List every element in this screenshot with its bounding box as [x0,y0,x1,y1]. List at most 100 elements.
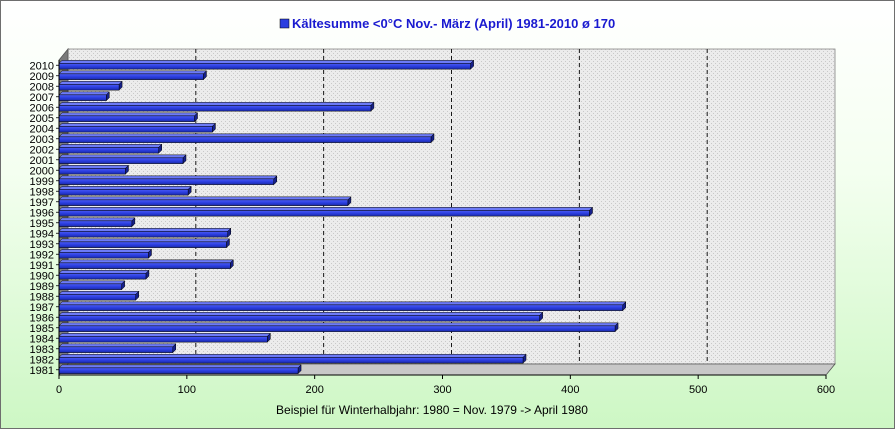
bar-1986 [58,311,544,322]
x-tick-label: 400 [561,384,579,396]
bar-face [58,136,432,143]
bar-1990 [58,269,150,280]
bar-1989 [58,280,126,291]
bar-face [58,346,174,353]
bar-top [58,301,627,306]
bar-face [58,115,195,122]
y-tick-label: 2009 [30,71,54,83]
y-tick-label: 2008 [30,81,54,93]
bar-top [58,175,278,180]
y-tick-label: 1981 [30,365,54,377]
bar-2003 [58,133,435,144]
bar-face [58,178,275,185]
bar-top [58,154,187,159]
y-tick-label: 2002 [30,144,54,156]
x-axis-title: Beispiel für Winterhalbjahr: 1980 = Nov.… [276,403,588,417]
bar-top [58,81,123,85]
bar-2008 [58,80,123,91]
bar-top [58,165,130,169]
bar-face [58,283,122,290]
bar-face [58,231,228,238]
bar-top [58,322,619,327]
bar-top [58,144,163,148]
y-tick-label: 2007 [30,92,54,104]
bar-face [58,294,136,301]
bar-1982 [58,353,527,364]
bar-1999 [58,175,278,186]
y-tick-label: 1984 [30,333,54,345]
bar-top [58,354,527,358]
bar-top [58,133,435,138]
bar-1995 [58,217,136,228]
x-tick-label: 0 [56,384,62,396]
y-tick-label: 2000 [30,165,54,177]
bar-2000 [58,164,130,175]
x-tick-label: 200 [305,384,323,396]
bar-top [58,291,140,295]
bar-top [58,343,177,348]
bar-face [58,210,590,217]
bar-face [58,63,471,70]
chart-title: Kältesumme <0°C Nov.- März (April) 1981-… [292,16,615,31]
y-tick-label: 1982 [30,354,54,366]
bar-face [58,168,126,175]
bar-1994 [58,227,232,238]
bar-top [58,91,110,96]
bar-top [58,280,126,285]
bar-face [58,157,184,164]
y-tick-label: 1990 [30,270,54,282]
bar-top [58,333,271,337]
bar-2002 [58,143,163,154]
bar-2005 [58,112,199,123]
bar-2006 [58,101,375,112]
bar-face [58,84,120,91]
bar-top [58,238,231,243]
bar-top [58,123,217,127]
bar-top [58,364,302,369]
bar-1984 [58,332,271,343]
bar-1985 [58,322,619,333]
bar-1997 [58,196,352,207]
bar-face [58,105,372,112]
x-tick-label: 300 [433,384,451,396]
y-tick-label: 2003 [30,134,54,146]
x-tick-label: 100 [178,384,196,396]
bar-face [58,325,616,332]
gridlines [195,49,708,364]
bar-face [58,94,107,101]
y-tick-label: 1993 [30,239,54,251]
bar-face [58,189,189,196]
bar-top [58,217,136,222]
bar-top [58,259,234,264]
bar-face [58,315,540,322]
bar-face [58,252,149,259]
bars [58,59,627,375]
y-tick-label: 1988 [30,291,54,303]
bar-face [58,126,213,133]
bar-top [58,70,208,75]
bar-face [58,273,147,280]
bar-1987 [58,301,627,312]
y-tick-label: 1983 [30,344,54,356]
y-tick-label: 1986 [30,312,54,324]
bar-1981 [58,364,302,375]
x-tick-label: 500 [689,384,707,396]
bar-1988 [58,290,140,301]
bar-face [58,262,231,269]
y-tick-label: 1994 [30,228,54,240]
bar-face [58,73,204,80]
bar-top [58,207,594,211]
bar-top [58,196,352,201]
y-tick-label: 2010 [30,60,54,72]
y-tick-label: 2001 [30,155,54,167]
bar-top [58,60,475,64]
bar-face [58,367,299,374]
bar-face [58,147,159,154]
y-tick-label: 1987 [30,302,54,314]
bar-top [58,270,150,274]
bar-face [58,357,524,364]
bar-2004 [58,122,217,133]
y-tick-label: 1992 [30,249,54,261]
bar-face [58,336,268,343]
